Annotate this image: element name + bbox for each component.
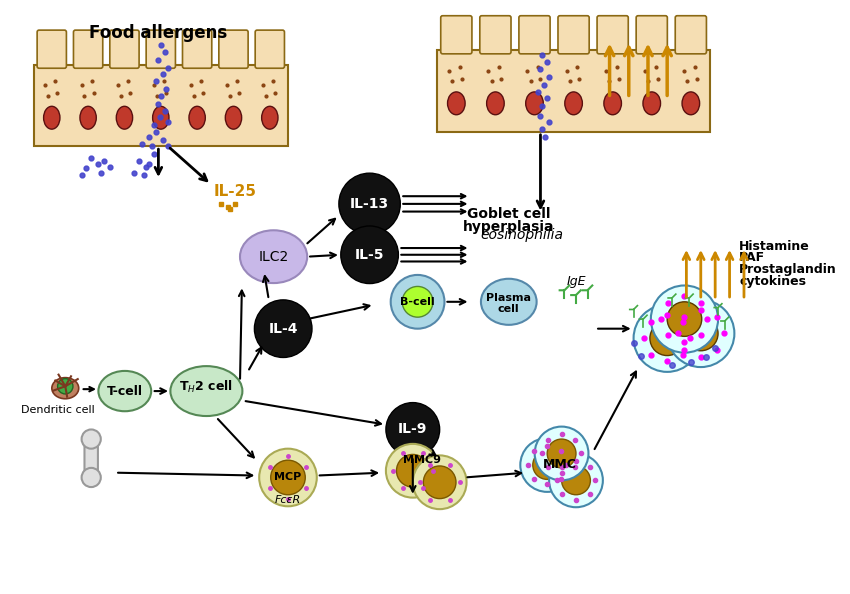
Circle shape (667, 302, 702, 336)
FancyBboxPatch shape (146, 30, 175, 68)
Ellipse shape (525, 92, 543, 115)
Circle shape (562, 466, 591, 495)
Ellipse shape (262, 106, 278, 129)
Ellipse shape (240, 230, 307, 283)
FancyBboxPatch shape (37, 30, 66, 68)
Ellipse shape (225, 106, 241, 129)
Circle shape (683, 316, 718, 351)
Ellipse shape (52, 378, 79, 399)
FancyBboxPatch shape (437, 50, 711, 132)
FancyBboxPatch shape (218, 30, 248, 68)
Text: ILC2: ILC2 (258, 249, 289, 264)
Ellipse shape (682, 92, 700, 115)
Text: T$_H$2 cell: T$_H$2 cell (179, 379, 234, 395)
Text: Prostaglandin: Prostaglandin (740, 263, 837, 276)
Circle shape (549, 453, 603, 507)
Circle shape (386, 444, 439, 498)
FancyBboxPatch shape (675, 15, 706, 54)
Text: IL-13: IL-13 (350, 197, 389, 211)
Text: IL-9: IL-9 (398, 422, 428, 437)
FancyBboxPatch shape (255, 30, 285, 68)
Text: T-cell: T-cell (107, 384, 143, 397)
Ellipse shape (43, 106, 60, 129)
Circle shape (402, 286, 433, 317)
FancyBboxPatch shape (34, 65, 288, 146)
Text: Dendritic cell: Dendritic cell (20, 405, 94, 415)
Circle shape (82, 429, 101, 448)
Circle shape (254, 300, 312, 358)
Ellipse shape (189, 106, 206, 129)
Text: MMC: MMC (543, 459, 576, 472)
Text: Goblet cell: Goblet cell (467, 207, 551, 222)
FancyBboxPatch shape (183, 30, 212, 68)
Circle shape (547, 439, 576, 468)
Circle shape (58, 378, 73, 394)
Text: B-cell: B-cell (400, 297, 435, 307)
Circle shape (535, 426, 588, 481)
Ellipse shape (481, 279, 536, 325)
Text: IL-25: IL-25 (213, 184, 257, 199)
Circle shape (520, 438, 574, 492)
Circle shape (391, 275, 445, 328)
FancyBboxPatch shape (110, 30, 139, 68)
Ellipse shape (99, 371, 151, 411)
Text: MMC9: MMC9 (404, 455, 441, 465)
Text: Food allergens: Food allergens (89, 24, 228, 42)
Circle shape (396, 454, 429, 487)
Ellipse shape (80, 106, 96, 129)
Ellipse shape (604, 92, 621, 115)
Text: cytokines: cytokines (740, 274, 806, 287)
Ellipse shape (643, 92, 660, 115)
Circle shape (651, 286, 718, 353)
Circle shape (413, 456, 467, 509)
Circle shape (533, 451, 562, 479)
Ellipse shape (116, 106, 133, 129)
FancyBboxPatch shape (73, 30, 103, 68)
Text: IgE: IgE (566, 276, 586, 289)
Circle shape (339, 173, 400, 235)
Text: FcεR: FcεR (275, 495, 301, 505)
Circle shape (259, 448, 317, 506)
Text: Plasma: Plasma (486, 293, 531, 303)
Text: IL-4: IL-4 (269, 322, 298, 336)
Circle shape (270, 460, 305, 495)
FancyBboxPatch shape (636, 15, 667, 54)
FancyBboxPatch shape (479, 15, 511, 54)
Text: cell: cell (498, 305, 519, 314)
Ellipse shape (153, 106, 169, 129)
Circle shape (82, 468, 101, 487)
Text: hyperplasia: hyperplasia (463, 220, 554, 234)
FancyBboxPatch shape (518, 15, 550, 54)
FancyBboxPatch shape (597, 15, 628, 54)
Text: MCP: MCP (275, 472, 302, 482)
FancyBboxPatch shape (441, 15, 472, 54)
Circle shape (650, 321, 684, 356)
Circle shape (633, 305, 700, 372)
Circle shape (423, 466, 456, 498)
Ellipse shape (448, 92, 465, 115)
Text: Histamine: Histamine (740, 240, 810, 253)
Ellipse shape (170, 366, 242, 416)
Text: eosinophilia: eosinophilia (480, 229, 563, 242)
Ellipse shape (486, 92, 504, 115)
Circle shape (341, 226, 399, 283)
Ellipse shape (564, 92, 582, 115)
Text: PAF: PAF (740, 251, 765, 264)
Circle shape (667, 300, 734, 367)
Text: IL-5: IL-5 (354, 248, 384, 262)
FancyBboxPatch shape (84, 437, 98, 479)
FancyBboxPatch shape (558, 15, 589, 54)
Circle shape (386, 403, 439, 456)
